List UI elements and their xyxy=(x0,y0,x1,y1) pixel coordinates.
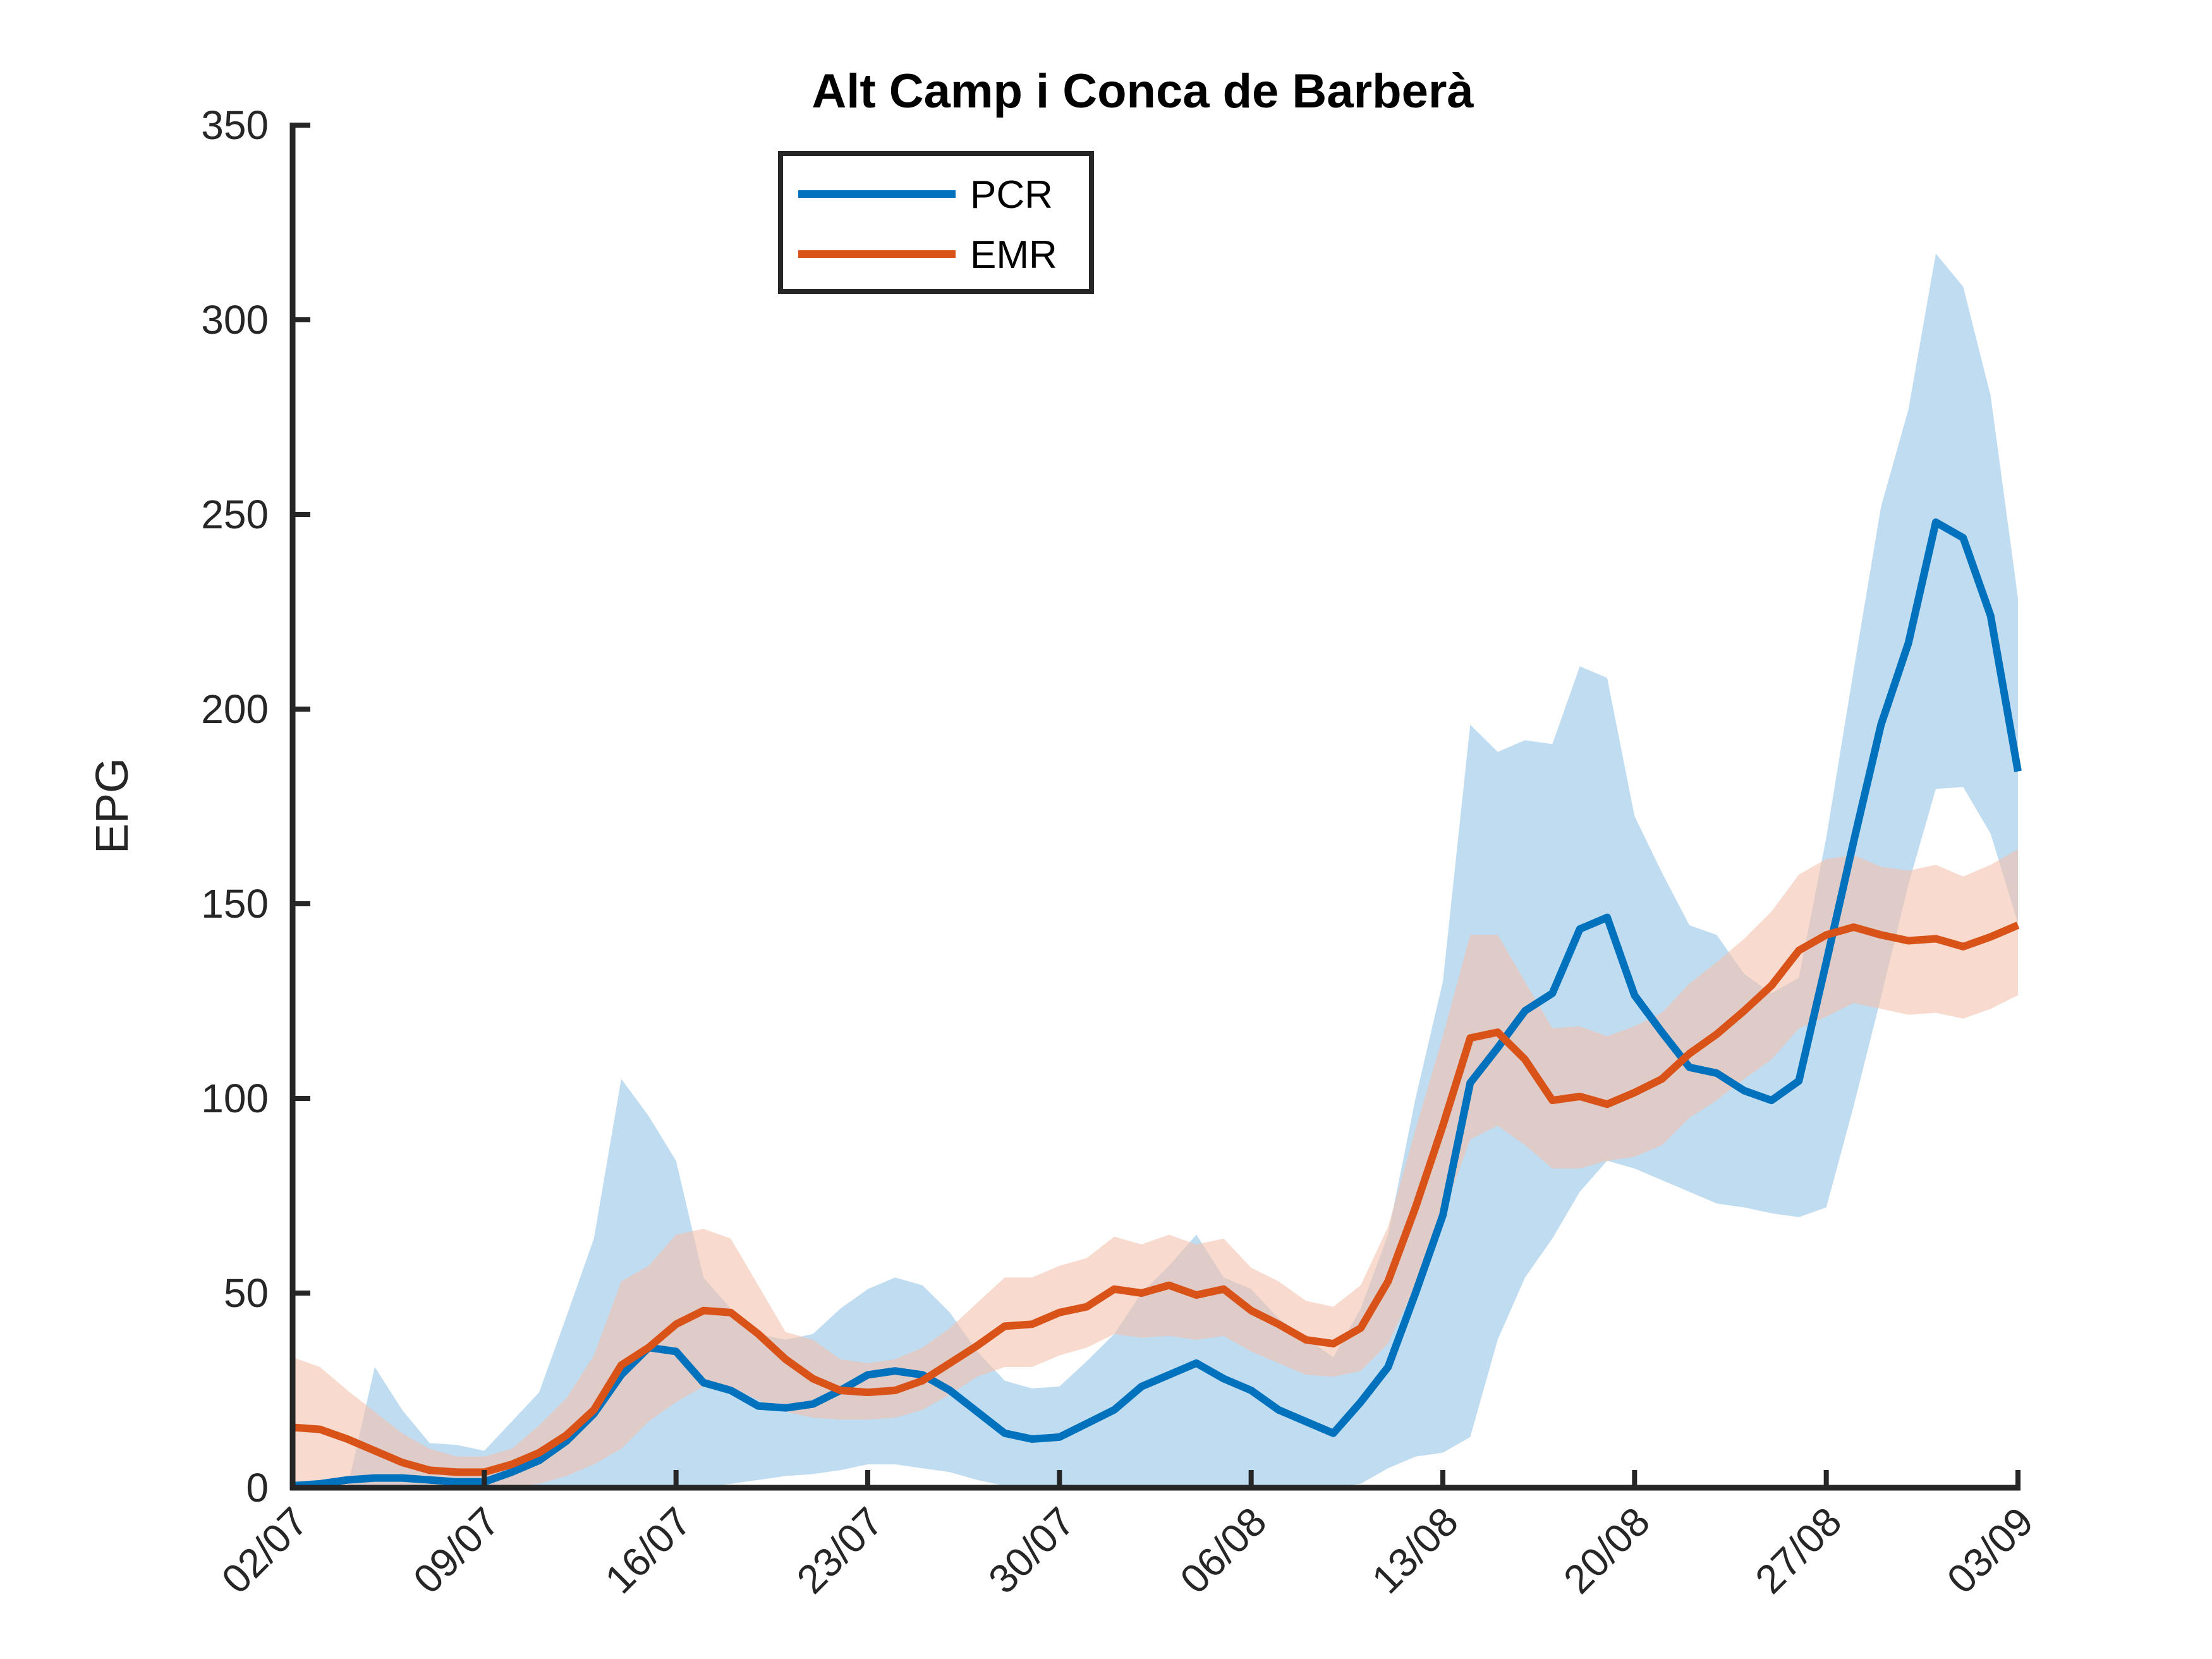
y-tick-label-200: 200 xyxy=(201,686,269,732)
x-tick-label-13/08: 13/08 xyxy=(1363,1498,1467,1602)
line-emr xyxy=(292,921,2020,1476)
y-tick-label-50: 50 xyxy=(224,1270,269,1316)
x-tick-label-16/07: 16/07 xyxy=(596,1498,700,1602)
x-tick-label-09/07: 09/07 xyxy=(404,1498,508,1602)
chart-title: Alt Camp i Conca de Barberà xyxy=(811,64,1474,118)
y-tick-label-100: 100 xyxy=(201,1076,269,1121)
legend-label-emr: EMR xyxy=(970,233,1057,277)
y-ticks: 0 50 100 150 200 250 300 350 xyxy=(201,102,310,1510)
axes xyxy=(289,123,2021,1491)
series-lines xyxy=(292,518,2022,1490)
legend-label-pcr: PCR xyxy=(970,173,1053,217)
x-tick-label-02/07: 02/07 xyxy=(213,1498,317,1602)
band-emr xyxy=(293,849,2018,1488)
legend: PCR EMR xyxy=(778,151,1094,294)
y-tick-label-0: 0 xyxy=(246,1465,269,1510)
confidence-bands xyxy=(293,253,2018,1488)
y-tick-label-300: 300 xyxy=(201,297,269,343)
x-tick-label-03/09: 03/09 xyxy=(1938,1498,2042,1602)
y-axis-label: EPG xyxy=(87,758,138,854)
x-tick-label-30/07: 30/07 xyxy=(980,1498,1083,1602)
x-tick-label-27/08: 27/08 xyxy=(1746,1498,1850,1602)
y-tick-label-250: 250 xyxy=(201,492,269,537)
y-tick-label-350: 350 xyxy=(201,102,269,148)
x-tick-label-20/08: 20/08 xyxy=(1555,1498,1658,1602)
band-pcr xyxy=(293,253,2018,1488)
x-tick-label-06/08: 06/08 xyxy=(1171,1498,1275,1602)
legend-box xyxy=(778,151,1094,294)
y-tick-label-150: 150 xyxy=(201,881,269,927)
x-tick-label-23/07: 23/07 xyxy=(788,1498,892,1602)
